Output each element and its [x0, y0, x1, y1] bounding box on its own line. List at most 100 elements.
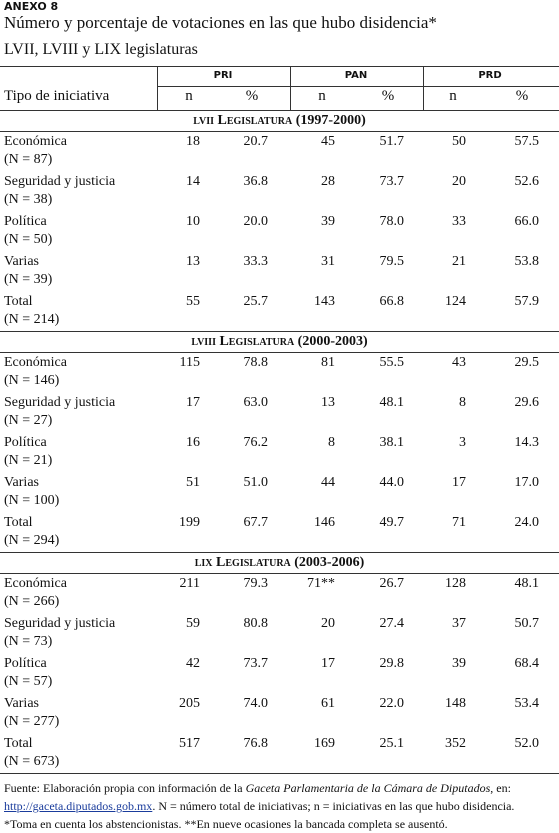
cell-value: 52.6 [514, 174, 540, 189]
party-header: PRI [213, 70, 233, 81]
cell-value: 10 [186, 214, 200, 229]
cell-value: 36.8 [243, 174, 269, 189]
cell-value: 143 [314, 294, 335, 309]
row-name: Total [4, 736, 33, 751]
cell-value: 8 [328, 435, 335, 450]
row-name: Económica [4, 355, 67, 370]
column-header: % [245, 88, 259, 104]
cell-value: 169 [314, 736, 335, 751]
cell-value: 205 [179, 696, 200, 711]
row-name: Varias [4, 696, 39, 711]
cell-value: 52.0 [514, 736, 540, 751]
cell-value: 80.8 [243, 616, 269, 631]
title: Número y porcentaje de votaciones en las… [4, 13, 437, 32]
cell-value: 16 [186, 435, 200, 450]
cell-value: 14.3 [514, 435, 540, 450]
link[interactable]: http://gaceta.diputados.gob.mx [4, 799, 153, 813]
section-title: lvii Legislatura (1997-2000) [193, 113, 366, 128]
cell-value: 37 [452, 616, 466, 631]
row-name: Total [4, 515, 33, 530]
cell-value: 26.7 [379, 576, 405, 591]
text: , en: [490, 781, 511, 795]
footnote-line: Fuente: Elaboración propia con informaci… [4, 779, 514, 797]
cell-value: 55.5 [379, 355, 405, 370]
cell-value: 57.5 [514, 134, 540, 149]
column-header: % [515, 88, 529, 104]
rule [0, 66, 559, 67]
cell-value: 13 [186, 254, 200, 269]
row-name: Política [4, 435, 47, 450]
cell-value: 29.8 [379, 656, 405, 671]
cell-value: 20.0 [243, 214, 269, 229]
cell-value: 79.3 [243, 576, 269, 591]
column-rule [423, 66, 424, 110]
cell-value: 48.1 [514, 576, 540, 591]
party-header: PRD [478, 70, 502, 81]
cell-value: 22.0 [379, 696, 405, 711]
cell-value: 74.0 [243, 696, 269, 711]
row-count: (N = 27) [4, 413, 53, 428]
cell-value: 148 [445, 696, 466, 711]
cell-value: 57.9 [514, 294, 540, 309]
cell-value: 14 [186, 174, 200, 189]
row-name: Económica [4, 134, 67, 149]
cell-value: 211 [179, 576, 200, 591]
rule [157, 86, 559, 87]
cell-value: 51.7 [379, 134, 405, 149]
cell-value: 79.5 [379, 254, 405, 269]
cell-value: 27.4 [379, 616, 405, 631]
text: . N = número total de iniciativas; n = i… [152, 799, 515, 813]
cell-value: 20.7 [243, 134, 269, 149]
rule [0, 773, 559, 774]
row-count: (N = 100) [4, 493, 60, 508]
row-name: Seguridad y justicia [4, 395, 116, 410]
rule [0, 573, 559, 574]
cell-value: 25.7 [243, 294, 269, 309]
cell-value: 76.2 [243, 435, 269, 450]
cell-value: 49.7 [379, 515, 405, 530]
cell-value: 3 [459, 435, 466, 450]
cell-value: 33.3 [243, 254, 269, 269]
cell-value: 53.4 [514, 696, 540, 711]
annex-label: ANEXO 8 [4, 0, 59, 13]
cell-value: 44 [321, 475, 335, 490]
cell-value: 29.6 [514, 395, 540, 410]
row-name: Económica [4, 576, 67, 591]
column-rule [157, 66, 158, 110]
cell-value: 115 [179, 355, 200, 370]
row-name: Varias [4, 475, 39, 490]
cell-value: 55 [186, 294, 200, 309]
cell-value: 17 [186, 395, 200, 410]
footnote-line: *Toma en cuenta los abstencionistas. **E… [4, 817, 448, 831]
cell-value: 517 [179, 736, 200, 751]
cell-value: 199 [179, 515, 200, 530]
row-count: (N = 50) [4, 232, 53, 247]
cell-value: 29.5 [514, 355, 540, 370]
column-rule [290, 66, 291, 110]
cell-value: 63.0 [243, 395, 269, 410]
cell-value: 128 [445, 576, 466, 591]
cell-value: 66.0 [514, 214, 540, 229]
column-header: n [449, 88, 457, 104]
rule [0, 352, 559, 353]
cell-value: 17 [321, 656, 335, 671]
cell-value: 13 [321, 395, 335, 410]
row-count: (N = 266) [4, 594, 60, 609]
cell-value: 20 [452, 174, 466, 189]
cell-value: 42 [186, 656, 200, 671]
subtitle: LVII, LVIII y LIX legislaturas [4, 41, 198, 58]
cell-value: 53.8 [514, 254, 540, 269]
cell-value: 25.1 [379, 736, 405, 751]
cell-value: 81 [321, 355, 335, 370]
cell-value: 71** [307, 576, 335, 591]
section-title: lviii Legislatura (2000-2003) [191, 334, 368, 349]
row-name: Política [4, 214, 47, 229]
cell-value: 78.0 [379, 214, 405, 229]
row-count: (N = 73) [4, 634, 53, 649]
cell-value: 352 [445, 736, 466, 751]
rule [0, 552, 559, 553]
cell-value: 73.7 [379, 174, 405, 189]
cell-value: 17 [452, 475, 466, 490]
row-count: (N = 673) [4, 754, 60, 769]
